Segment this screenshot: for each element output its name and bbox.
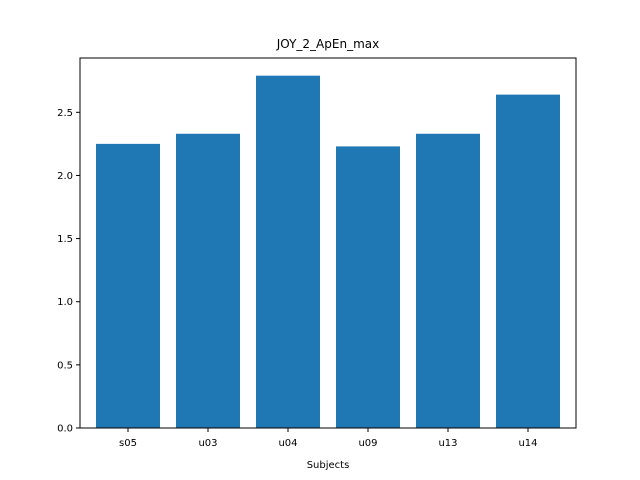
x-tick-label: u03 — [198, 438, 217, 449]
x-axis-ticks: s05 u03 u04 u09 u13 u14 — [119, 428, 538, 449]
bar-u03 — [176, 133, 240, 428]
y-axis-ticks: 0.0 0.5 1.0 1.5 2.0 2.5 — [57, 108, 80, 435]
x-tick-label: u13 — [438, 438, 457, 449]
plot-frame — [79, 57, 577, 429]
chart-title: JOY_2_ApEn_max — [276, 37, 379, 51]
x-tick-label: u04 — [278, 438, 297, 449]
y-tick-label: 1.0 — [57, 297, 73, 308]
bar-u13 — [416, 133, 480, 428]
x-tick-label: u14 — [518, 438, 537, 449]
bar-s05 — [96, 143, 160, 428]
bar-u09 — [336, 146, 400, 428]
y-tick-label: 1.5 — [57, 234, 73, 245]
y-tick-label: 2.5 — [57, 108, 73, 119]
x-tick-label: s05 — [119, 438, 137, 449]
bars-group — [96, 75, 560, 429]
bar-u04 — [256, 75, 320, 428]
x-tick-label: u09 — [358, 438, 377, 449]
y-tick-label: 0.0 — [57, 424, 73, 435]
x-axis-label: Subjects — [307, 460, 350, 471]
y-tick-label: 2.0 — [57, 171, 73, 182]
y-tick-label: 0.5 — [57, 360, 73, 371]
bar-u14 — [496, 94, 560, 429]
